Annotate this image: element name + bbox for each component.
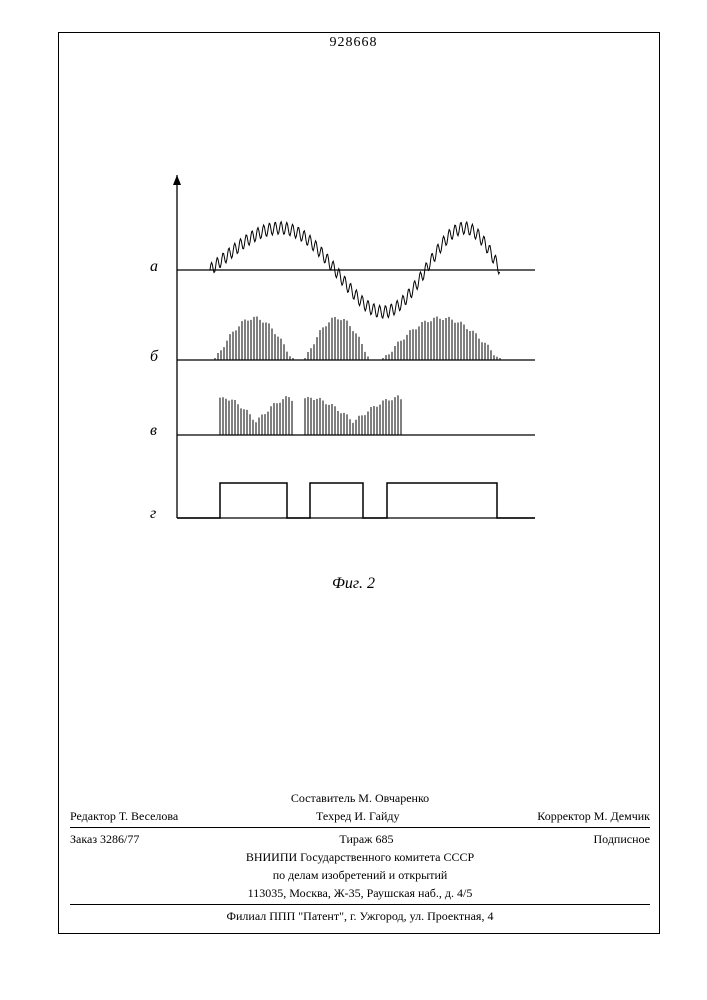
row-label-b: б	[150, 348, 158, 366]
footer-editor: Редактор Т. Веселова	[70, 807, 178, 825]
footer-branch: Филиал ППП "Патент", г. Ужгород, ул. Про…	[70, 907, 650, 925]
footer-org1: ВНИИПИ Государственного комитета СССР	[70, 848, 650, 866]
figure-svg	[165, 170, 545, 550]
row-label-a: а	[150, 258, 158, 276]
row-label-g: г	[150, 505, 156, 523]
footer-block: Составитель М. Овчаренко Редактор Т. Вес…	[70, 789, 650, 925]
footer-circulation: Тираж 685	[339, 830, 393, 848]
footer-subscription: Подписное	[594, 830, 651, 848]
figure-caption: Фиг. 2	[332, 575, 375, 593]
footer-org2: по делам изобретений и открытий	[70, 866, 650, 884]
footer-order: Заказ 3286/77	[70, 830, 139, 848]
row-label-v: в	[150, 422, 157, 440]
footer-corrector: Корректор М. Демчик	[537, 807, 650, 825]
footer-address1: 113035, Москва, Ж-35, Раушская наб., д. …	[70, 884, 650, 902]
footer-techred: Техред И. Гайду	[316, 807, 399, 825]
footer-compiler: Составитель М. Овчаренко	[70, 789, 650, 807]
waveform-figure	[165, 170, 545, 570]
